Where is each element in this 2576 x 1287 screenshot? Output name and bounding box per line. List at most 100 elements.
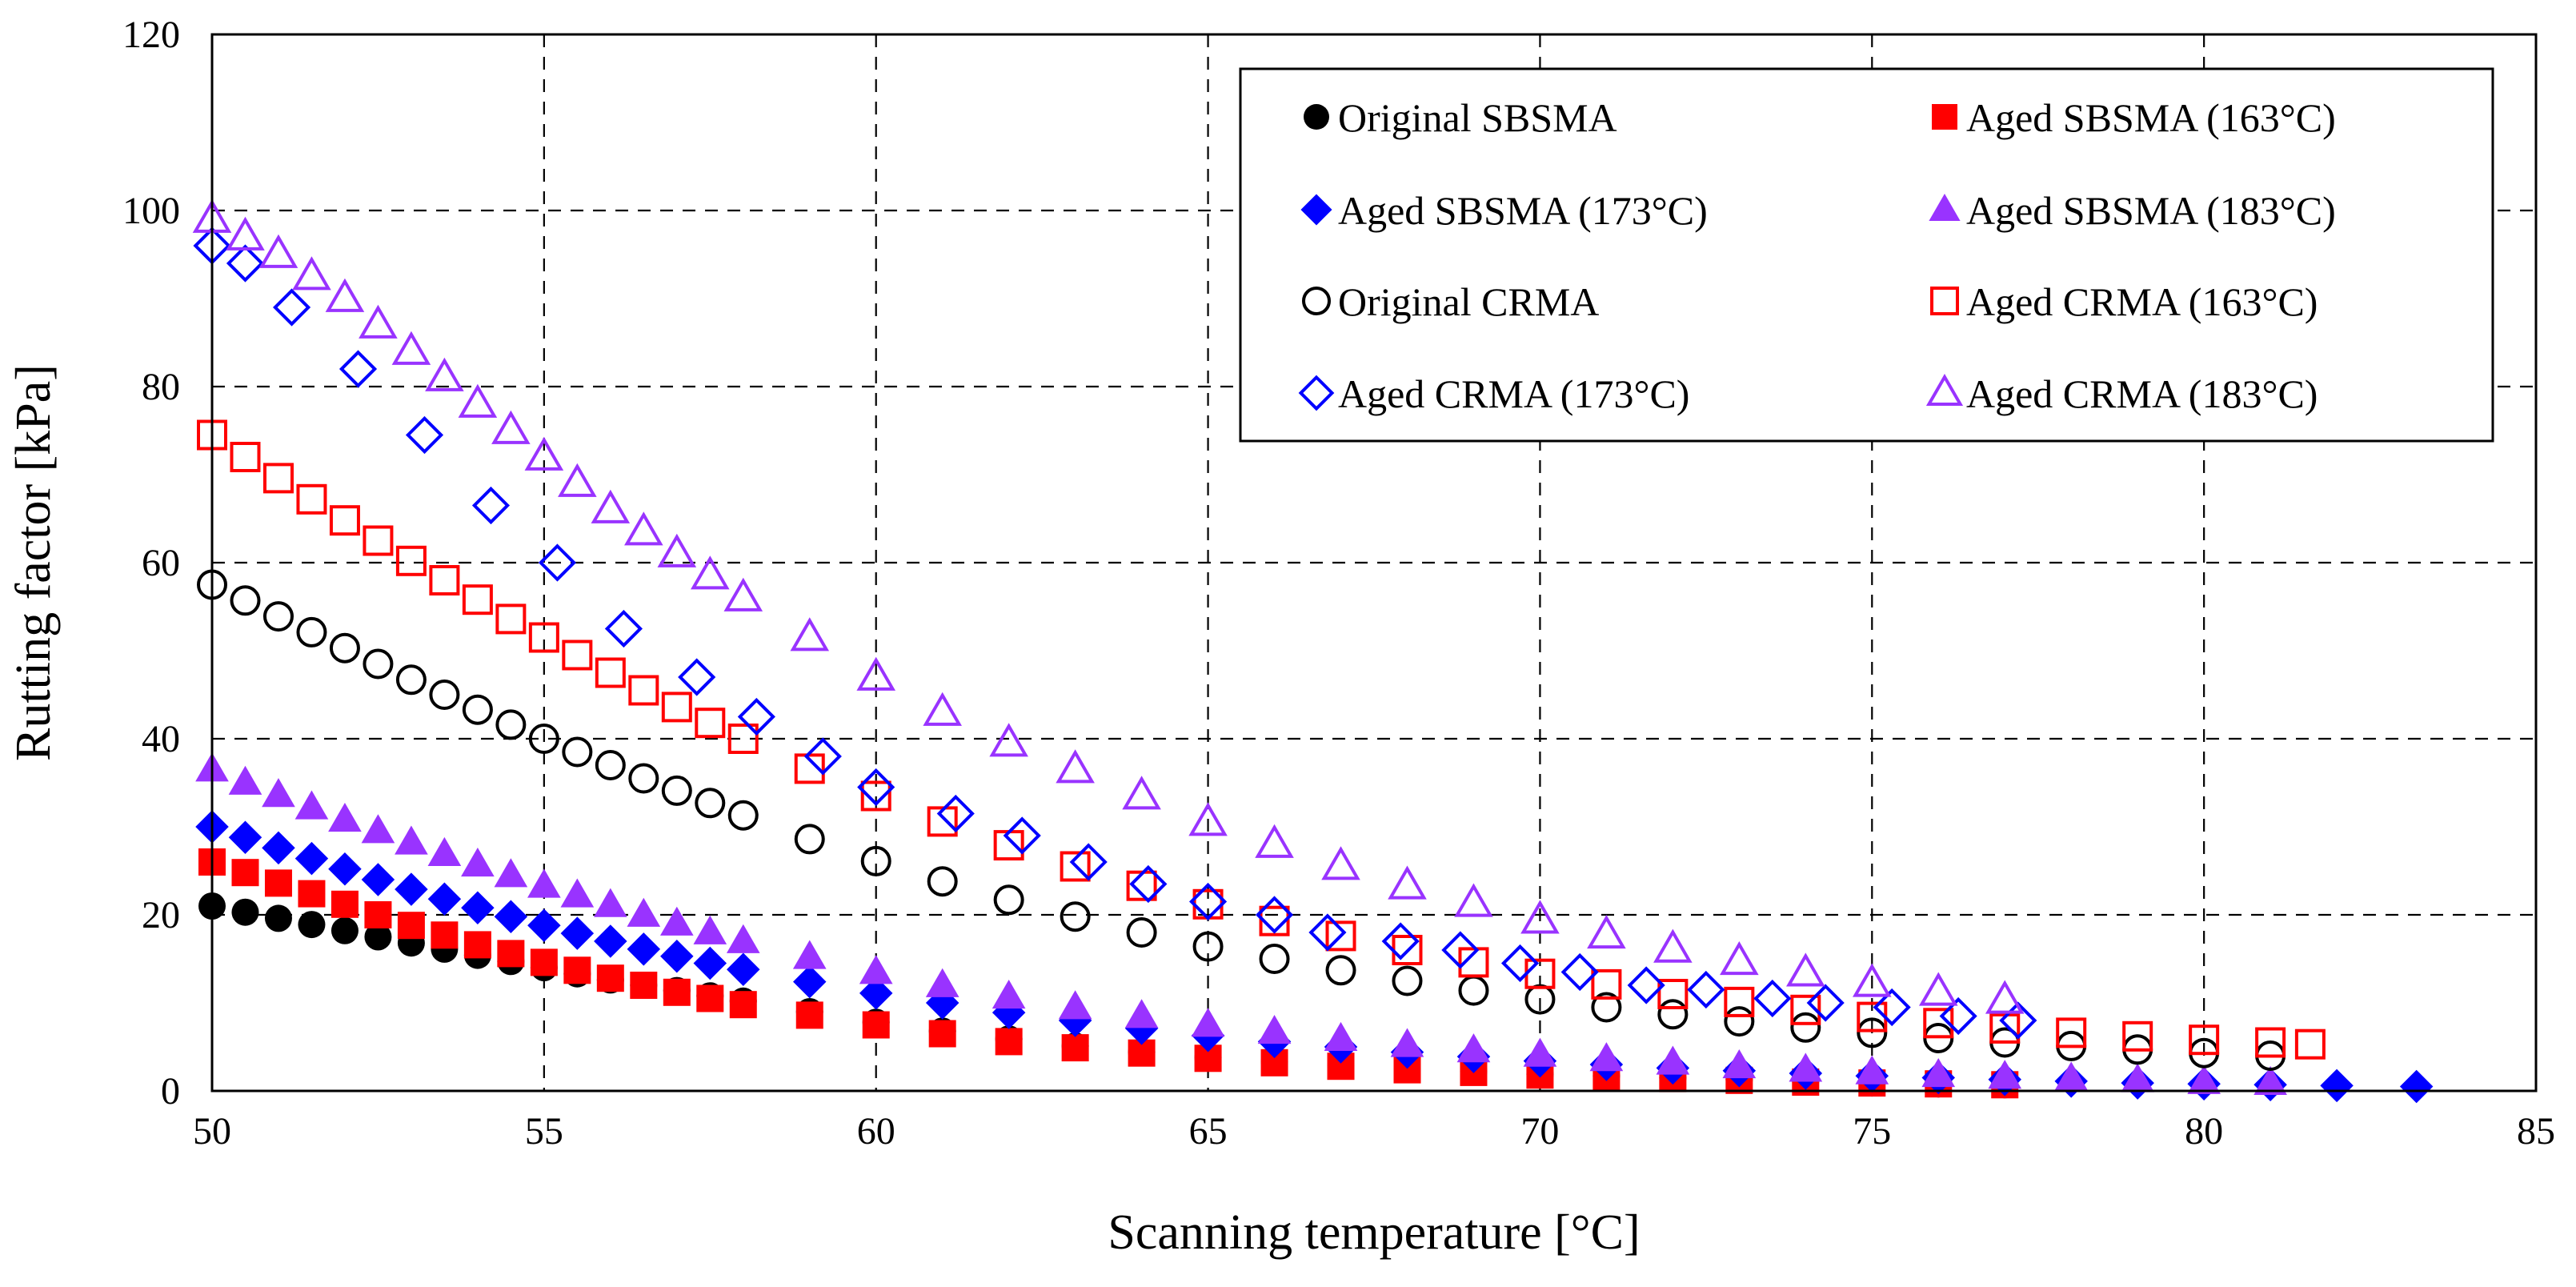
data-point [628, 763, 659, 794]
data-point [363, 525, 394, 556]
data-point [262, 601, 294, 632]
x-tick-label: 65 [1189, 1110, 1228, 1153]
data-point [471, 486, 511, 525]
data-point [727, 952, 760, 986]
data-point [264, 904, 292, 932]
data-point [1056, 749, 1095, 784]
data-point [695, 788, 726, 819]
legend-marker [1925, 373, 1964, 406]
data-point [1191, 1008, 1225, 1037]
data-point [397, 912, 425, 940]
data-point [562, 639, 593, 671]
data-point [627, 897, 661, 927]
data-point [793, 964, 827, 999]
data-point [1124, 999, 1159, 1028]
data-point [527, 908, 561, 942]
data-point [2121, 1063, 2154, 1093]
data-point [1069, 843, 1108, 881]
data-point [1523, 1037, 1557, 1067]
data-point [497, 940, 525, 968]
legend-marker [1300, 194, 1332, 226]
data-point [391, 331, 431, 365]
y-tick-label: 120 [122, 14, 180, 56]
data-point [363, 648, 394, 680]
data-point [2187, 1064, 2221, 1094]
data-point [1381, 922, 1420, 960]
data-point [678, 658, 716, 696]
data-point [331, 890, 359, 918]
data-point [1259, 905, 1290, 936]
data-point [624, 511, 663, 546]
data-point [1458, 975, 1489, 1006]
data-point [329, 505, 360, 536]
data-point [1192, 931, 1224, 962]
data-point [859, 976, 893, 1010]
data-point [1589, 1042, 1624, 1072]
data-point [331, 916, 359, 944]
y-tick-label: 40 [142, 718, 180, 760]
data-point [524, 436, 564, 471]
data-point [528, 622, 559, 653]
data-point [527, 868, 561, 898]
data-point [690, 555, 730, 590]
data-point [262, 463, 294, 494]
data-point [1321, 846, 1360, 880]
data-point [1388, 865, 1427, 900]
data-point [860, 780, 891, 812]
legend-label: Aged SBSMA (173°C) [1338, 188, 1708, 233]
y-tick-label: 100 [122, 190, 180, 232]
y-tick-label: 80 [142, 366, 180, 408]
data-point [1789, 1052, 1823, 1082]
data-point [1122, 776, 1161, 810]
data-point [993, 884, 1024, 916]
data-point [231, 859, 259, 887]
data-point [923, 692, 962, 726]
data-point [2189, 1024, 2220, 1056]
x-tick-label: 75 [1853, 1110, 1891, 1153]
data-point [325, 278, 365, 312]
data-point [1989, 1012, 2021, 1044]
x-tick-label: 70 [1520, 1110, 1559, 1153]
data-point [1591, 968, 1622, 1000]
legend-marker [1932, 104, 1957, 130]
data-point [1753, 979, 1792, 1018]
legend-label: Aged CRMA (183°C) [1966, 371, 2318, 416]
data-point [1720, 941, 1759, 976]
data-point [1126, 917, 1157, 948]
data-point [595, 750, 626, 780]
y-tick-label: 60 [142, 542, 180, 584]
data-point [361, 863, 395, 896]
data-point [1308, 913, 1347, 952]
data-point [230, 585, 261, 616]
data-point [1003, 816, 1041, 855]
data-point [395, 545, 427, 576]
data-point [1325, 955, 1356, 986]
data-point [2253, 1065, 2287, 1095]
data-point [2122, 1020, 2153, 1052]
data-point [1657, 999, 1689, 1030]
data-point [528, 724, 559, 754]
x-tick-label: 50 [193, 1110, 231, 1153]
data-point [657, 533, 697, 567]
legend-marker [1302, 287, 1331, 315]
data-point [427, 836, 462, 866]
data-point [696, 984, 724, 1012]
series-aged-crma-163-c [197, 419, 2326, 1060]
y-axis-title: Rutting factor [kPa] [6, 364, 61, 761]
data-point [1061, 1034, 1089, 1062]
data-point [925, 968, 959, 997]
data-point [860, 845, 891, 876]
data-point [1454, 883, 1493, 917]
data-point [1524, 984, 1556, 1015]
data-point [1500, 944, 1540, 983]
data-point [298, 880, 326, 908]
x-axis-title: Scanning temperature [°C] [1108, 1205, 1640, 1260]
data-point [927, 866, 958, 897]
data-point [329, 632, 360, 664]
data-point [660, 939, 694, 973]
data-point [361, 814, 395, 844]
data-point [1939, 996, 1977, 1036]
legend-label: Original SBSMA [1338, 95, 1617, 140]
data-point [1189, 882, 1228, 921]
data-point [494, 900, 528, 933]
